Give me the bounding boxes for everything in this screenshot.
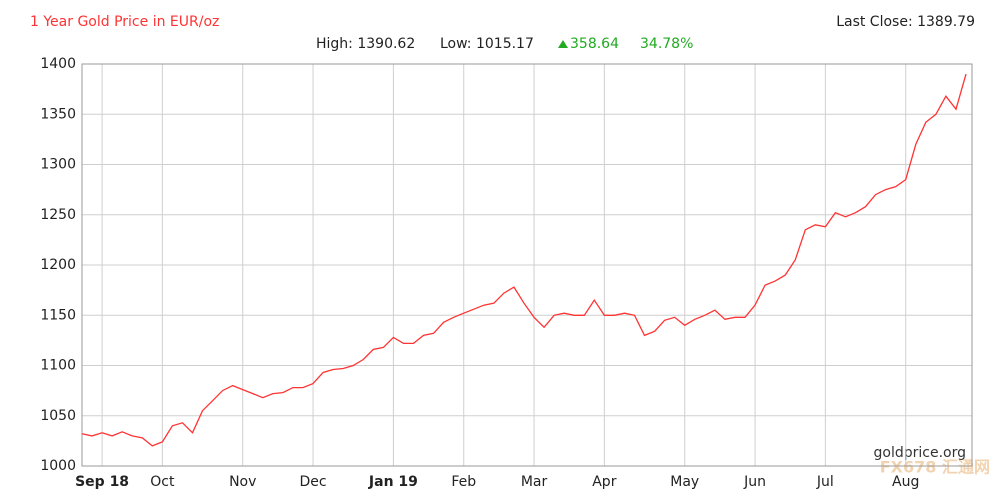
high: High: 1390.62 <box>316 36 415 52</box>
chart-title: 1 Year Gold Price in EUR/oz <box>30 14 219 30</box>
last-close: Last Close: 1389.79 <box>836 14 975 30</box>
x-tick-label: Jul <box>816 474 834 490</box>
x-tick-label: Mar <box>521 474 548 490</box>
x-tick-label: Sep 18 <box>75 474 129 490</box>
x-tick-label: Feb <box>451 474 476 490</box>
change: 358.64 <box>570 36 619 52</box>
y-tick-label: 1150 <box>40 307 76 323</box>
source: goldprice.org <box>874 445 966 461</box>
y-tick-label: 1250 <box>40 207 76 223</box>
y-tick-label: 1400 <box>40 56 76 72</box>
y-tick-label: 1200 <box>40 257 76 273</box>
plot-frame <box>81 63 973 467</box>
y-tick-label: 1100 <box>40 358 76 374</box>
x-tick-label: Dec <box>299 474 326 490</box>
x-tick-label: Jan 19 <box>368 474 418 490</box>
x-tick-label: May <box>670 474 699 490</box>
x-tick-label: Aug <box>892 474 919 490</box>
watermark: FX678 汇通网 <box>880 458 990 477</box>
x-tick-label: Apr <box>592 474 616 490</box>
x-tick-label: Jun <box>743 474 766 490</box>
y-tick-label: 1050 <box>40 408 76 424</box>
y-tick-label: 1350 <box>40 106 76 122</box>
x-tick-label: Oct <box>150 474 175 490</box>
x-tick-label: Nov <box>229 474 256 490</box>
y-tick-label: 1300 <box>40 157 76 173</box>
price-line <box>81 73 967 447</box>
y-tick-label: 1000 <box>40 458 76 474</box>
low: Low: 1015.17 <box>440 36 534 52</box>
change-pct: 34.78% <box>640 36 693 52</box>
up-arrow <box>558 40 568 48</box>
